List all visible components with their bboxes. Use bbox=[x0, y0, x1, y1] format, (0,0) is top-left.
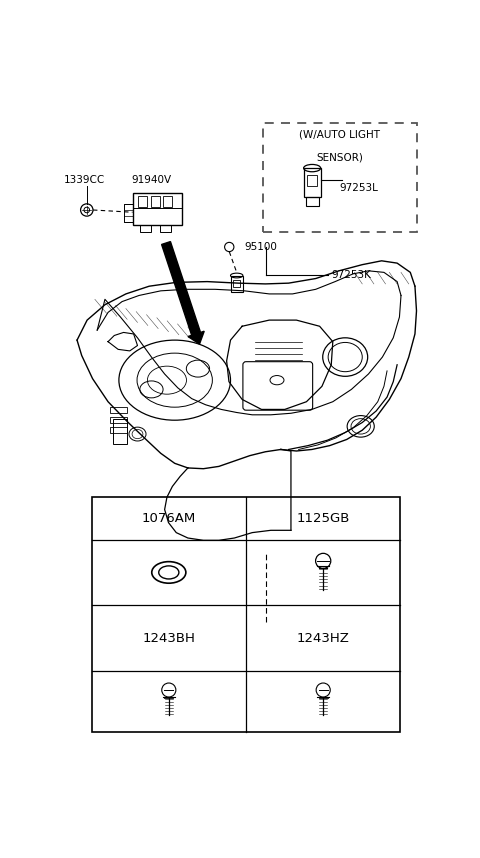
Bar bbox=[163, 196, 172, 208]
Text: 1125GB: 1125GB bbox=[297, 512, 350, 525]
Text: 1339CC: 1339CC bbox=[63, 175, 105, 184]
Text: 97253K: 97253K bbox=[332, 269, 372, 280]
Bar bbox=[160, 225, 171, 233]
Bar bbox=[139, 196, 147, 208]
Bar bbox=[132, 193, 182, 225]
Bar bbox=[110, 407, 127, 414]
FancyArrow shape bbox=[162, 242, 204, 344]
Text: 1243BH: 1243BH bbox=[143, 631, 195, 644]
Text: 95100: 95100 bbox=[244, 242, 277, 252]
Bar bbox=[230, 275, 243, 293]
Text: 97253L: 97253L bbox=[339, 183, 378, 192]
Text: 91940V: 91940V bbox=[131, 175, 171, 184]
Text: 1243HZ: 1243HZ bbox=[297, 631, 349, 644]
Bar bbox=[151, 196, 160, 208]
Bar bbox=[110, 427, 127, 433]
Bar bbox=[306, 197, 319, 206]
Bar bbox=[124, 204, 132, 222]
Bar bbox=[92, 498, 400, 732]
Text: SENSOR): SENSOR) bbox=[316, 153, 363, 162]
Bar bbox=[113, 420, 127, 444]
Bar bbox=[304, 168, 321, 197]
Bar bbox=[110, 417, 127, 423]
Bar bbox=[263, 123, 417, 232]
Text: (W/AUTO LIGHT: (W/AUTO LIGHT bbox=[300, 130, 381, 139]
Bar bbox=[233, 280, 240, 287]
Bar bbox=[307, 175, 317, 186]
Text: 1076AM: 1076AM bbox=[142, 512, 196, 525]
Bar bbox=[140, 225, 151, 233]
